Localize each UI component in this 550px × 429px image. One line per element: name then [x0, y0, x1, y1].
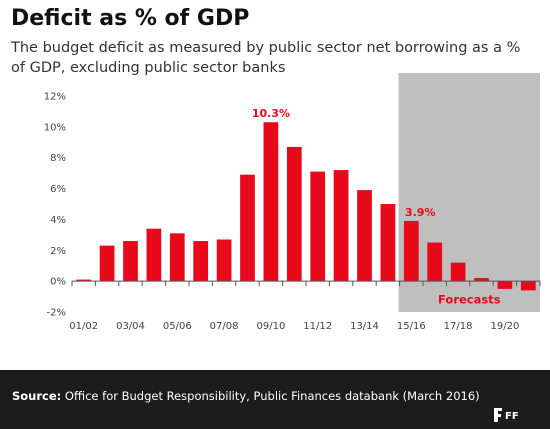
- bar: [123, 241, 138, 282]
- bar: [76, 279, 92, 282]
- bar: [146, 228, 162, 282]
- x-tick-label: 13/14: [350, 321, 379, 332]
- bar: [240, 174, 255, 282]
- y-tick-label: 2%: [50, 246, 66, 257]
- y-tick-label: -2%: [47, 308, 66, 319]
- x-tick-label: 05/06: [163, 321, 192, 332]
- bar: [193, 241, 209, 282]
- chart-title: Deficit as % of GDP: [11, 6, 250, 31]
- x-tick-label: 15/16: [397, 321, 426, 332]
- source-note: Source: Office for Budget Responsibility…: [12, 389, 480, 403]
- x-tick-label: 09/10: [256, 321, 285, 332]
- y-tick-label: 4%: [50, 215, 66, 226]
- bar: [474, 278, 489, 282]
- y-tick-label: 10%: [44, 122, 66, 133]
- bar: [357, 190, 372, 282]
- bar: [310, 171, 326, 282]
- data-label: 10.3%: [252, 107, 290, 120]
- forecast-shade: [398, 73, 540, 312]
- y-tick-label: 6%: [50, 184, 66, 195]
- bar: [169, 233, 185, 282]
- bar: [216, 239, 232, 282]
- bar: [403, 220, 419, 282]
- y-tick-label: 0%: [50, 277, 66, 288]
- bar: [286, 146, 302, 282]
- source-label: Source:: [12, 389, 62, 403]
- bar: [99, 245, 115, 282]
- bar: [520, 281, 536, 291]
- bar: [450, 262, 466, 282]
- bar: [263, 122, 279, 282]
- y-tick-label: 12%: [44, 92, 66, 103]
- chart-subtitle: The budget deficit as measured by public…: [11, 40, 521, 76]
- x-tick-label: 19/20: [490, 321, 519, 332]
- deficit-bar-chart: -2% 0% 2% 4% 6% 8% 10% 12% 01/02 03/04 05/06 07/08 0…: [44, 73, 541, 332]
- bar: [380, 204, 396, 282]
- source-text: Office for Budget Responsibility, Public…: [64, 389, 480, 403]
- bar: [427, 242, 443, 282]
- footer-bar: Source: Office for Budget Responsibility…: [0, 370, 550, 429]
- x-tick-label: 01/02: [69, 321, 98, 332]
- full-fact-logo: FF: [494, 408, 519, 422]
- x-tick-label: 03/04: [116, 321, 145, 332]
- data-label: 3.9%: [405, 206, 436, 219]
- x-tick-label: 11/12: [303, 321, 332, 332]
- forecast-label: Forecasts: [438, 293, 501, 307]
- x-tick-label: 07/08: [210, 321, 239, 332]
- bar: [497, 281, 513, 289]
- bar: [333, 170, 349, 282]
- x-tick-label: 17/18: [444, 321, 473, 332]
- svg-text:FF: FF: [505, 411, 519, 422]
- y-tick-label: 8%: [50, 153, 66, 164]
